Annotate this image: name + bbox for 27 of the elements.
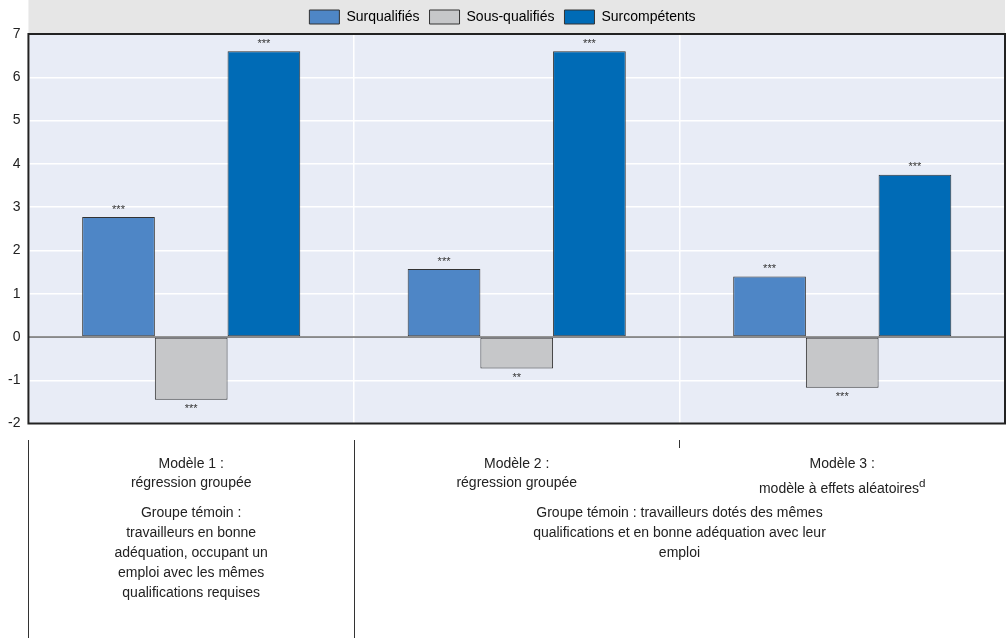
legend-label: Sous-qualifiés xyxy=(466,7,555,24)
x-tick-label: Modèle 1 : régression groupée xyxy=(129,454,253,492)
y-tick-label: -2 xyxy=(8,414,21,431)
data-label: *** xyxy=(437,254,452,267)
data-label: *** xyxy=(583,36,597,49)
y-tick-label: 1 xyxy=(12,284,21,301)
x-tick-label: Modèle 2 : régression groupée xyxy=(455,454,579,492)
data-label: ** xyxy=(512,371,522,384)
data-label: *** xyxy=(835,390,850,403)
y-tick-label: 0 xyxy=(12,327,21,344)
text: Groupe témoin : travailleurs en bonne adéquation, occupant un emploi avec les mêmes qualifications requises xyxy=(113,503,269,602)
y-tick-label: 6 xyxy=(12,68,21,85)
text: Groupe témoin : travailleurs dotés des mêmes qualifications et en bonne adéquation avec leur emploi xyxy=(532,503,827,562)
legend-label: Surcompétents xyxy=(601,7,696,24)
data-label: *** xyxy=(184,402,199,415)
y-tick-label: 2 xyxy=(12,241,21,258)
y-tick-label: -1 xyxy=(8,371,21,388)
y-tick-label: 5 xyxy=(12,111,21,128)
data-label: *** xyxy=(763,261,777,274)
y-tick-label: 3 xyxy=(12,198,21,215)
data-label: *** xyxy=(257,36,272,49)
data-label: *** xyxy=(908,160,923,173)
data-label: *** xyxy=(112,202,126,215)
x-tick-label: Modèle 3 : modèle à effets aléatoires$^{d}$ xyxy=(757,454,927,498)
y-tick-label: 7 xyxy=(12,24,21,41)
legend-label: Surqualifiés xyxy=(346,7,420,24)
y-tick-label: 4 xyxy=(12,154,21,171)
